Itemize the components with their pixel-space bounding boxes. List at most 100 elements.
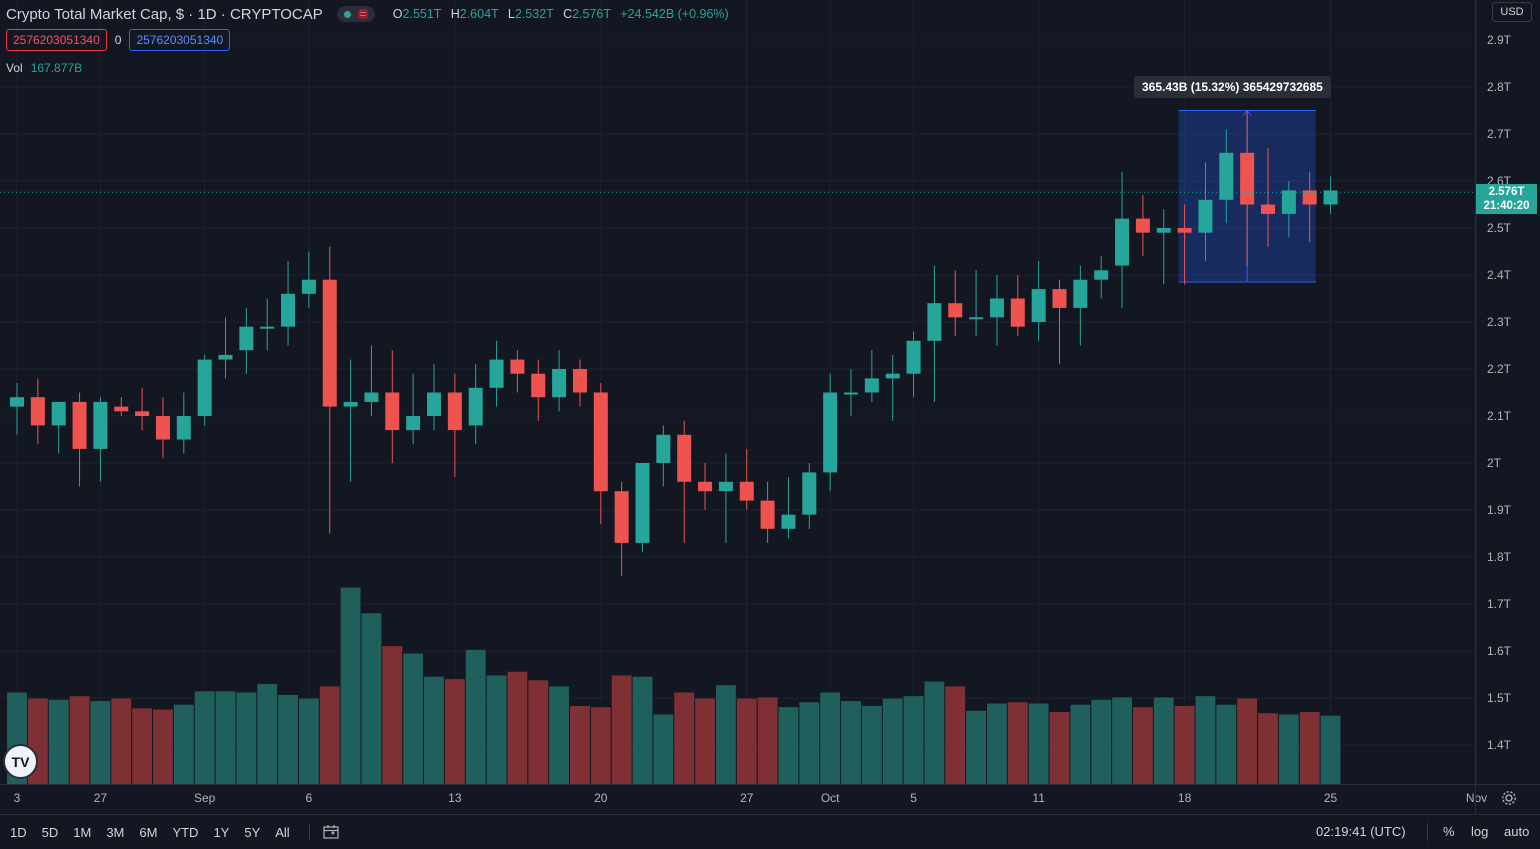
y-tick-label: 2.5T	[1487, 221, 1512, 235]
volume-bar	[778, 707, 799, 784]
low-label: L	[507, 7, 515, 21]
candle-body	[864, 378, 879, 393]
volume-bar	[153, 709, 173, 784]
candle-body	[385, 392, 400, 431]
candle	[677, 420, 692, 543]
candle	[30, 378, 45, 445]
candle	[948, 270, 963, 337]
auto-toggle[interactable]: auto	[1504, 824, 1530, 839]
candle	[906, 331, 921, 398]
visibility-toggle[interactable]	[336, 6, 375, 22]
volume-bar	[757, 697, 778, 784]
timeframe-1d[interactable]: 1D	[10, 824, 27, 840]
y-tick-label: 1.4T	[1487, 738, 1512, 752]
candle	[572, 359, 587, 407]
candle	[844, 369, 858, 416]
measure-tooltip: 365.43B (15.32%) 365429732685	[1134, 76, 1331, 98]
y-tick-label: 1.8T	[1487, 550, 1512, 564]
close-value: 2.576T	[572, 7, 611, 21]
candle-body	[218, 354, 233, 360]
settings-gear-icon[interactable]	[1500, 789, 1518, 807]
candle-body	[114, 406, 129, 412]
timeframe-6m[interactable]: 6M	[139, 824, 158, 840]
candle-body	[698, 481, 713, 492]
timeframe-5y[interactable]: 5Y	[244, 824, 261, 840]
candle	[1135, 195, 1150, 257]
chart-legend: Crypto Total Market Cap, $ · 1D · CRYPTO…	[6, 4, 729, 24]
volume-bar	[1299, 712, 1320, 784]
volume-bar	[48, 699, 69, 784]
candle-body	[1177, 228, 1192, 233]
volume-bar	[924, 681, 945, 784]
candle-body	[447, 392, 462, 431]
candle	[1219, 129, 1234, 224]
volume-bar	[715, 685, 736, 784]
y-tick-label: 2.2T	[1487, 362, 1512, 376]
candle-body	[1073, 279, 1088, 308]
volume-bar	[403, 653, 424, 784]
volume-bar	[1278, 714, 1299, 784]
volume-bar	[465, 649, 486, 784]
candle	[510, 350, 525, 393]
candle-body	[1031, 289, 1046, 322]
y-tick-label: 1.9T	[1487, 503, 1512, 517]
volume-bar	[507, 671, 528, 784]
timeframe-1m[interactable]: 1M	[73, 824, 92, 840]
x-tick-label: 20	[594, 791, 608, 805]
candle-body	[1156, 228, 1171, 233]
utc-clock[interactable]: 02:19:41 (UTC)	[1316, 824, 1406, 839]
volume-bar	[674, 692, 695, 784]
candle	[1052, 279, 1067, 365]
y-tick-label: 2.3T	[1487, 315, 1512, 329]
x-tick-label: 11	[1032, 791, 1045, 805]
volume-bar	[1320, 715, 1341, 784]
candle-body	[593, 392, 608, 492]
volume-bar	[111, 698, 132, 784]
candle	[447, 373, 462, 478]
candle	[114, 397, 129, 416]
volume-label: Vol	[6, 61, 23, 75]
volume-bar	[1174, 705, 1195, 784]
log-toggle[interactable]: log	[1471, 824, 1489, 839]
candle-body	[239, 326, 254, 351]
volume-bar	[861, 705, 882, 784]
timeframe-ytd[interactable]: YTD	[172, 824, 199, 840]
date-range-icon[interactable]	[322, 824, 342, 840]
candle	[1073, 265, 1088, 346]
candle	[489, 340, 504, 407]
candle	[635, 463, 650, 553]
candle	[364, 345, 379, 416]
candle-body	[1219, 152, 1234, 200]
candle-body	[176, 416, 191, 440]
volume-bar	[590, 707, 611, 784]
volume-bar	[90, 701, 111, 784]
candle	[927, 265, 942, 402]
candle-body	[572, 369, 587, 393]
candle-body	[301, 279, 316, 294]
timeframe-1y[interactable]: 1Y	[213, 824, 230, 840]
candle	[989, 275, 1004, 346]
volume-bar	[987, 703, 1007, 784]
candle-body	[552, 369, 567, 398]
candle-body	[1198, 199, 1213, 233]
volume-bar	[799, 702, 820, 784]
volume-bar	[278, 694, 298, 784]
candle-body	[343, 401, 358, 407]
timeframe-5d[interactable]: 5D	[41, 824, 59, 840]
volume-bar	[1112, 697, 1132, 784]
candle	[427, 364, 441, 431]
volume-bar	[257, 683, 278, 784]
candle-body	[406, 416, 421, 431]
volume-bar	[69, 696, 90, 784]
candle-body	[468, 387, 483, 426]
symbol-title[interactable]: Crypto Total Market Cap, $ · 1D · CRYPTO…	[6, 5, 323, 23]
volume-bar	[424, 676, 444, 784]
tradingview-logo[interactable]: TV	[3, 744, 38, 779]
timeframe-buttons: 1D 5D 1M 3M 6M YTD 1Y 5Y All	[4, 825, 299, 840]
timeframe-3m[interactable]: 3M	[106, 824, 125, 840]
percent-toggle[interactable]: %	[1443, 824, 1455, 839]
volume-bar	[570, 705, 590, 784]
timeframe-all[interactable]: All	[275, 824, 290, 840]
currency-button[interactable]: USD	[1492, 2, 1532, 22]
